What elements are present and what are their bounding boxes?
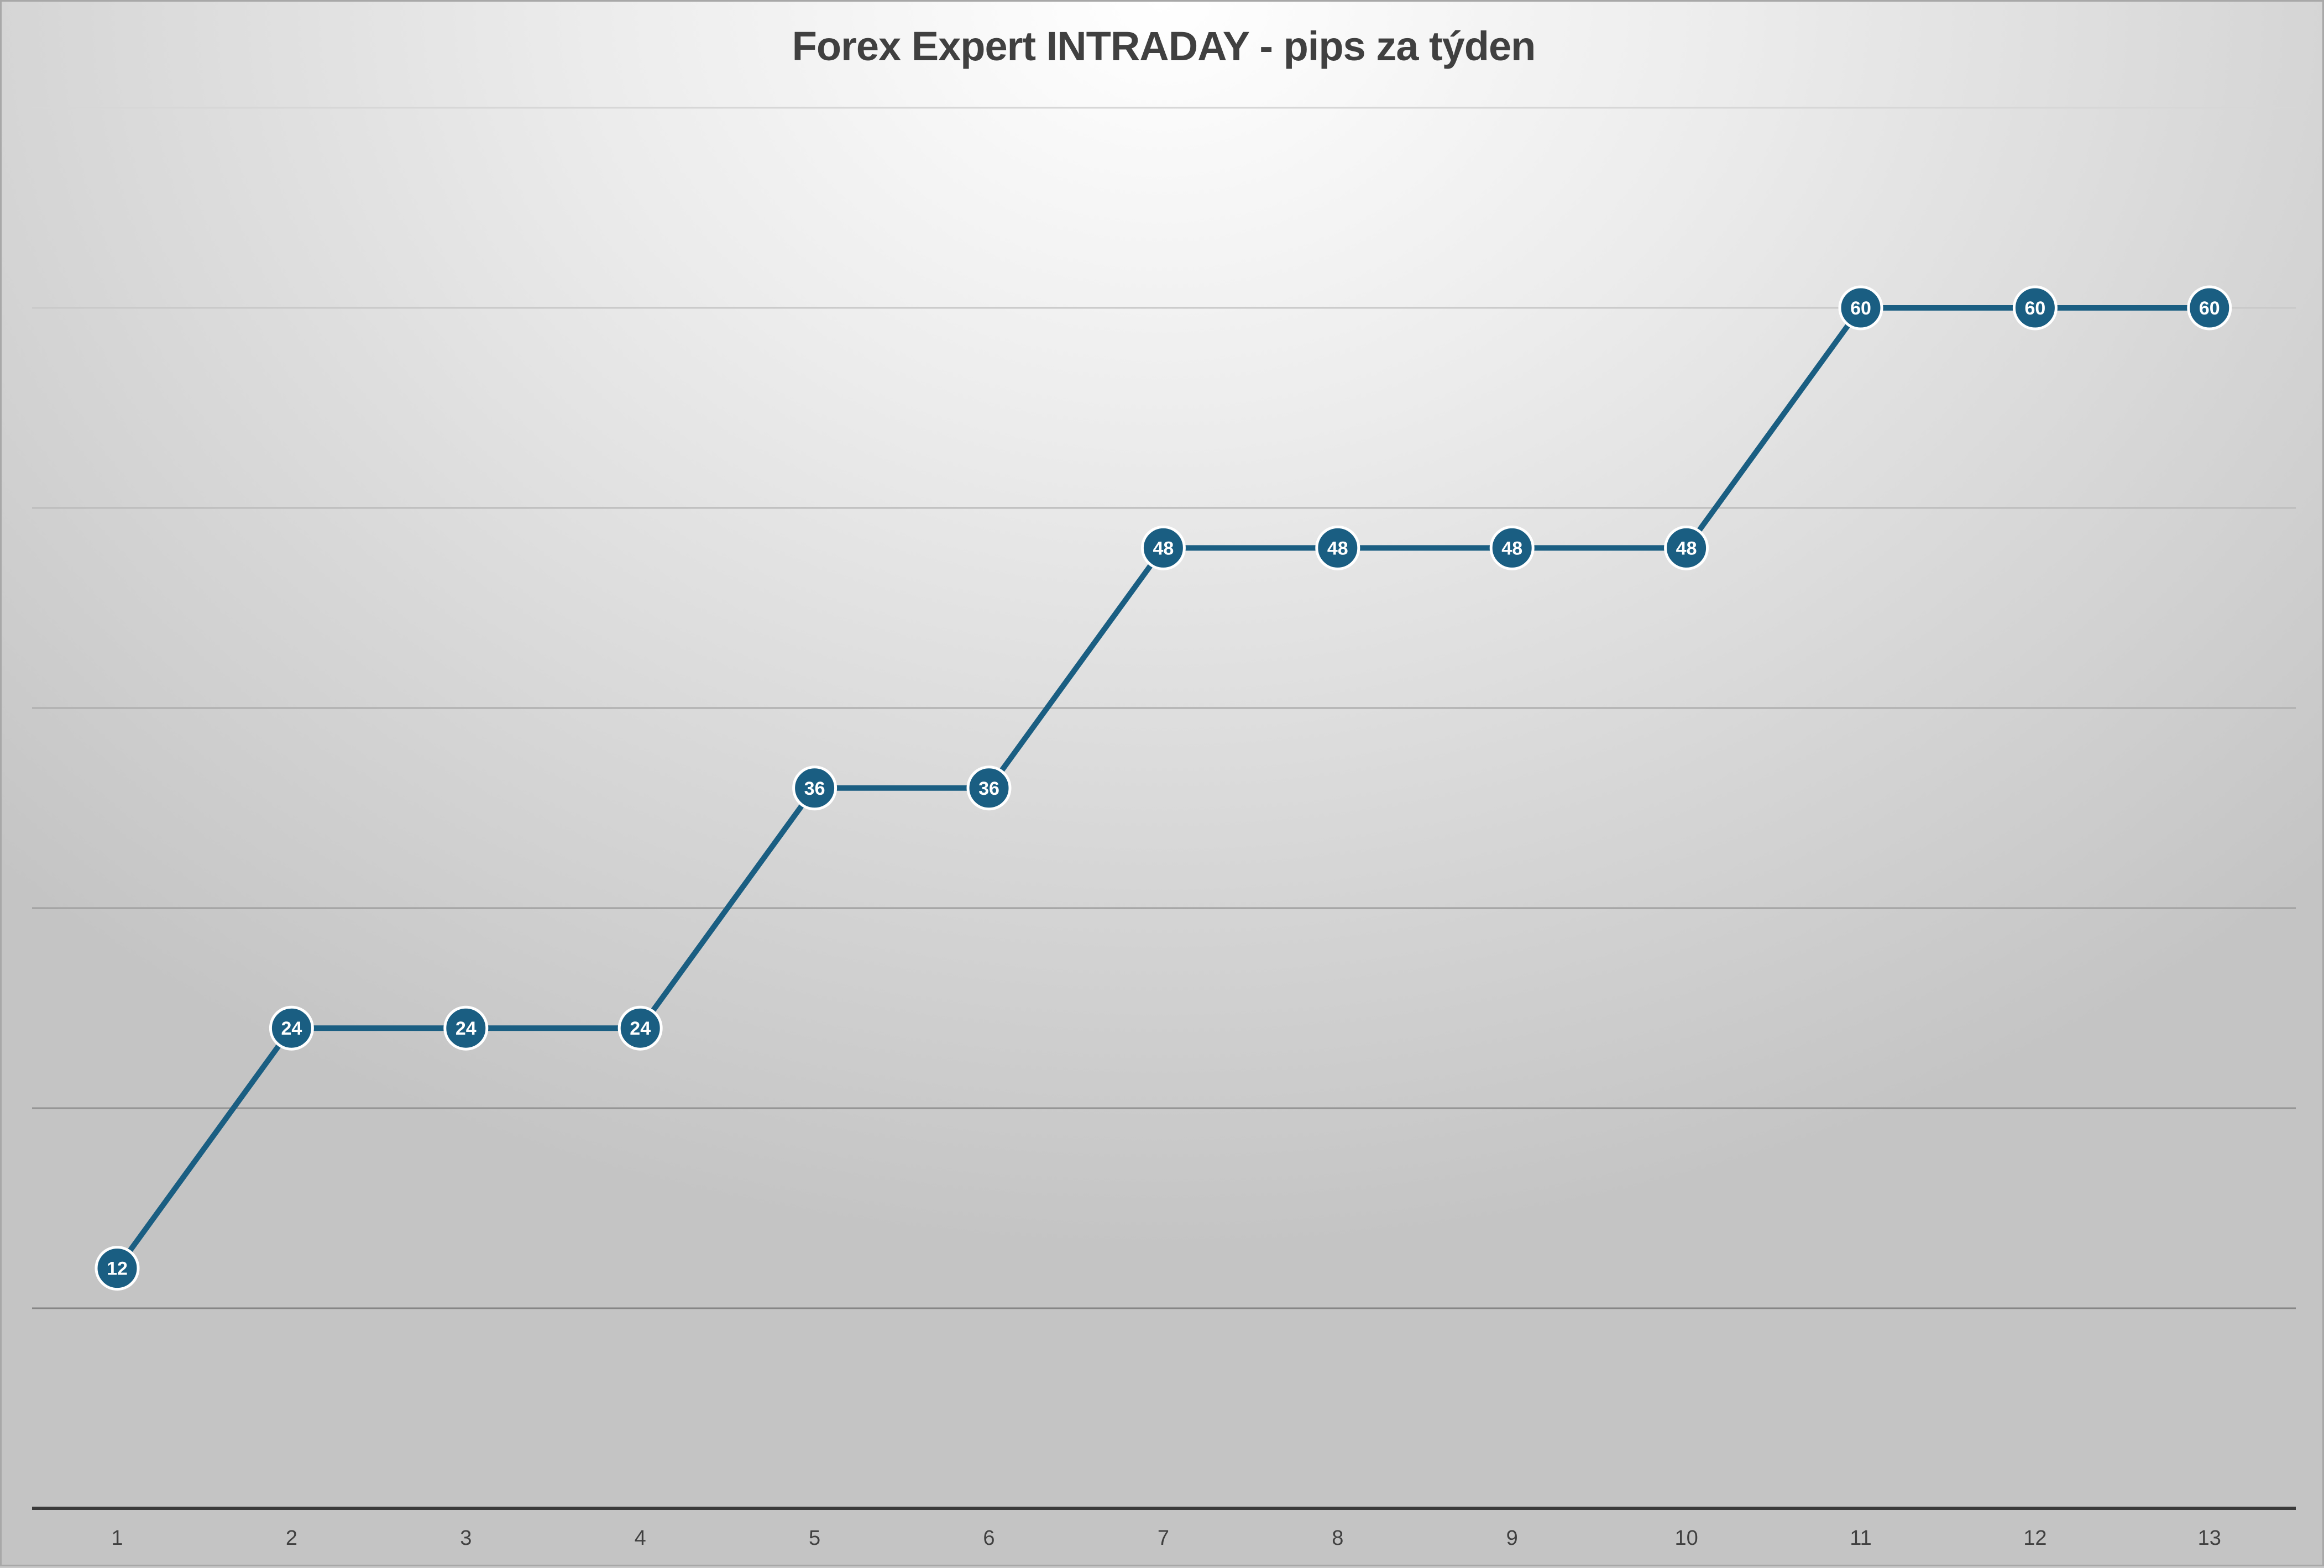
data-marker — [1838, 285, 1883, 331]
gridlines — [32, 107, 2296, 1309]
data-marker — [1489, 525, 1535, 570]
data-marker — [966, 765, 1012, 811]
data-label: 48 — [1676, 538, 1697, 559]
series-line — [114, 305, 2212, 1271]
x-tick-label-8: 8 — [1332, 1527, 1343, 1550]
data-point-8: 48 — [1315, 525, 1360, 570]
x-tick-label-5: 5 — [809, 1527, 820, 1550]
series-layer — [114, 305, 2212, 1271]
data-marker — [95, 1246, 140, 1291]
data-label: 60 — [2199, 298, 2220, 319]
x-tick-label-9: 9 — [1506, 1527, 1518, 1550]
data-marker — [1664, 525, 1709, 570]
data-marker — [792, 765, 838, 811]
x-tick-label-3: 3 — [460, 1527, 472, 1550]
x-tick-label-1: 1 — [111, 1527, 123, 1550]
data-marker — [2187, 285, 2232, 331]
data-label: 24 — [456, 1018, 477, 1039]
data-label: 12 — [107, 1258, 128, 1279]
data-marker — [2012, 285, 2058, 331]
chart-title: Forex Expert INTRADAY - pips za týden — [792, 23, 1536, 69]
data-point-13: 60 — [2187, 285, 2232, 331]
data-point-4: 24 — [617, 1005, 663, 1051]
x-tick-label-4: 4 — [635, 1527, 646, 1550]
data-marker — [1315, 525, 1360, 570]
x-tick-label-7: 7 — [1158, 1527, 1169, 1550]
data-label: 48 — [1153, 538, 1174, 559]
data-label: 24 — [281, 1018, 302, 1039]
data-point-7: 48 — [1140, 525, 1186, 570]
data-label: 48 — [1501, 538, 1522, 559]
data-point-5: 36 — [792, 765, 838, 811]
data-label: 36 — [804, 778, 825, 799]
x-tick-label-6: 6 — [983, 1527, 994, 1550]
x-tick-labels: 1 2 3 4 5 6 7 8 9 10 11 12 13 — [111, 1527, 2221, 1550]
data-point-12: 60 — [2012, 285, 2058, 331]
data-label: 48 — [1327, 538, 1348, 559]
data-marker — [1140, 525, 1186, 570]
data-marker — [443, 1005, 489, 1051]
data-label: 60 — [1850, 298, 1871, 319]
data-point-6: 36 — [966, 765, 1012, 811]
data-point-2: 24 — [269, 1005, 314, 1051]
data-marker — [269, 1005, 314, 1051]
markers-layer: 12 24 24 24 36 36 48 48 48 48 60 60 60 — [95, 285, 2232, 1291]
data-label: 24 — [630, 1018, 651, 1039]
data-point-11: 60 — [1838, 285, 1883, 331]
data-point-3: 24 — [443, 1005, 489, 1051]
data-point-1: 12 — [95, 1246, 140, 1291]
x-tick-label-13: 13 — [2198, 1527, 2221, 1550]
data-marker — [617, 1005, 663, 1051]
x-tick-label-10: 10 — [1674, 1527, 1698, 1550]
data-point-9: 48 — [1489, 525, 1535, 570]
x-tick-label-11: 11 — [1850, 1527, 1871, 1550]
data-label: 60 — [2024, 298, 2045, 319]
x-tick-label-2: 2 — [286, 1527, 297, 1550]
x-tick-label-12: 12 — [2023, 1527, 2046, 1550]
data-label: 36 — [978, 778, 999, 799]
data-point-10: 48 — [1664, 525, 1709, 570]
